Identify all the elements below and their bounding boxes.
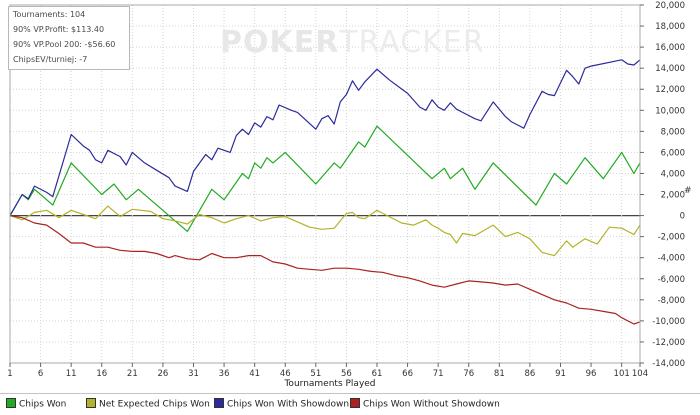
x-tick-label: 36	[219, 369, 230, 379]
y-tick-label: 8,000	[661, 127, 685, 137]
stat-vp-pool: 90% VP.Pool 200: -$56.60	[13, 40, 116, 49]
y-tick-label: 12,000	[655, 85, 685, 95]
watermark-part-1: POKER	[220, 25, 340, 60]
y-tick-label: 20,000	[655, 1, 685, 11]
legend-swatch-with-showdown	[214, 398, 224, 408]
watermark-part-2: TRACKER	[339, 25, 485, 60]
stat-tournaments: Tournaments: 104	[13, 10, 86, 19]
legend-label-without-showdown: Chips Won Without Showdown	[363, 399, 500, 410]
x-tick-label: 76	[463, 369, 474, 379]
plot-border	[9, 4, 641, 364]
x-tick-label: 11	[66, 369, 77, 379]
legend-item-chips-won[interactable]: Chips Won	[6, 398, 67, 410]
x-tick-label: 104	[632, 369, 648, 379]
x-tick-label: 86	[524, 369, 535, 379]
legend-item-with-showdown[interactable]: Chips Won With Showdown	[214, 398, 350, 410]
y-tick-label: 0	[680, 212, 685, 222]
x-tick-label: 16	[96, 369, 107, 379]
x-tick-label: 6	[38, 369, 43, 379]
stats-box: Tournaments: 104 90% VP.Profit: $113.40 …	[8, 6, 130, 70]
series-lines	[9, 59, 641, 325]
legend-label-chips-won: Chips Won	[19, 399, 67, 410]
y-tick-label: -4,000	[658, 254, 685, 264]
x-tick-label: 31	[188, 369, 199, 379]
x-tick-label: 71	[433, 369, 444, 379]
x-axis-title: Tournaments Played	[284, 379, 376, 389]
y-tick-label: -2,000	[658, 233, 685, 243]
x-tick-label: 96	[586, 369, 597, 379]
y-tick-label: 10,000	[655, 106, 685, 116]
x-tick-label: 41	[249, 369, 260, 379]
legend-label-with-showdown: Chips Won With Showdown	[227, 399, 350, 410]
x-tick-label: 26	[157, 369, 168, 379]
x-tick-label: 46	[280, 369, 291, 379]
x-tick-label: 21	[127, 369, 138, 379]
legend-item-without-showdown[interactable]: Chips Won Without Showdown	[350, 398, 500, 410]
series-chips-won	[9, 125, 641, 232]
stat-vp-profit: 90% VP.Profit: $113.40	[13, 25, 105, 34]
series-net-expected	[9, 205, 641, 257]
legend-swatch-chips-won	[6, 398, 16, 408]
y-tick-label: -14,000	[652, 359, 685, 369]
pokertracker-watermark: POKERTRACKER	[220, 25, 485, 60]
x-tick-label: 91	[555, 369, 566, 379]
stat-chips-ev: ChipsEV/turniej: -7	[13, 55, 88, 64]
legend-label-net-expected: Net Expected Chips Won	[99, 399, 210, 410]
legend-item-net-expected[interactable]: Net Expected Chips Won	[86, 398, 210, 410]
x-tick-label: 66	[402, 369, 413, 379]
legend: Chips Won Net Expected Chips Won Chips W…	[0, 393, 700, 415]
legend-swatch-net-expected	[86, 398, 96, 408]
y-tick-label: 6,000	[661, 148, 685, 158]
axes	[9, 4, 644, 367]
y-tick-label: 2,000	[661, 191, 685, 201]
x-tick-label: 1	[7, 369, 12, 379]
y-axis-title: #	[684, 186, 692, 196]
y-tick-label: -10,000	[652, 317, 685, 327]
y-tick-label: -8,000	[658, 296, 685, 306]
x-tick-label: 56	[341, 369, 352, 379]
legend-swatch-without-showdown	[350, 398, 360, 408]
series-with-showdown	[9, 59, 641, 216]
tick-labels: 20,00018,00016,00014,00012,00010,0008,00…	[7, 1, 685, 379]
y-tick-label: -6,000	[658, 275, 685, 285]
y-tick-label: 16,000	[655, 43, 685, 53]
x-tick-label: 101	[614, 369, 630, 379]
series-without-showdown	[9, 215, 641, 325]
x-tick-label: 61	[372, 369, 383, 379]
y-tick-label: 18,000	[655, 22, 685, 32]
x-tick-label: 81	[494, 369, 505, 379]
y-tick-label: 4,000	[661, 169, 685, 179]
y-tick-label: 14,000	[655, 64, 685, 74]
x-tick-label: 51	[310, 369, 321, 379]
y-tick-label: -12,000	[652, 338, 685, 348]
